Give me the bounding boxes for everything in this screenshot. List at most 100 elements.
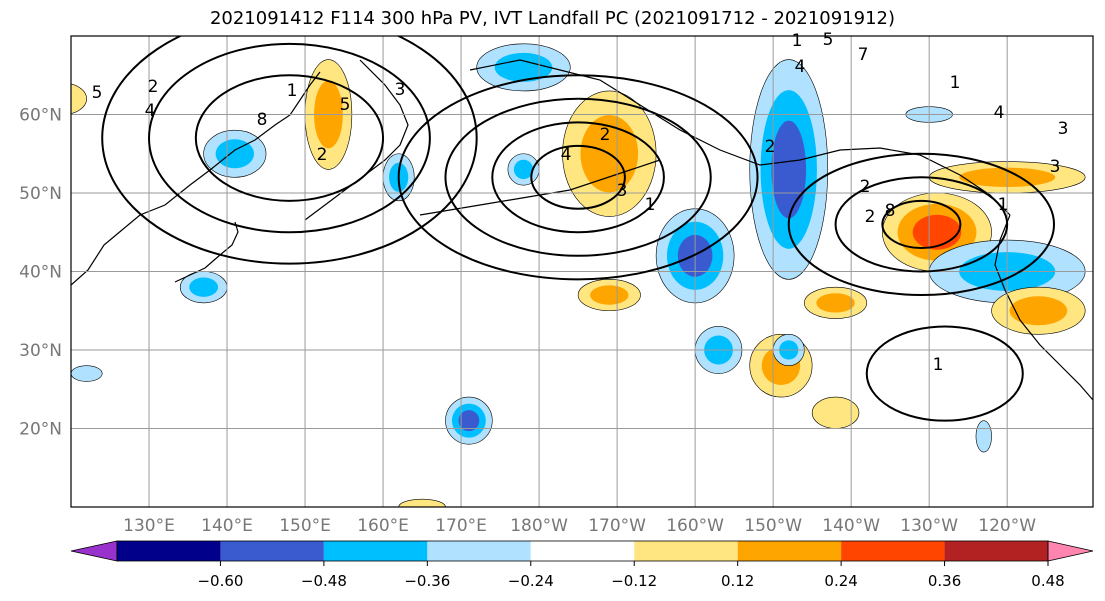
contour-label: 4: [145, 101, 156, 121]
latitude-tick-label: 20°N: [19, 420, 62, 440]
pv-shaded-region: [1009, 296, 1068, 326]
pv-contour-line: [787, 152, 1055, 297]
colorbar-segment: [117, 541, 221, 561]
colorbar-extend-low: [70, 540, 118, 562]
latitude-tick-label: 60°N: [19, 106, 62, 126]
map-frame: [70, 35, 1094, 508]
chart-title: 2021091412 F114 300 hPa PV, IVT Landfall…: [209, 8, 896, 29]
pv-contour-line: [444, 97, 712, 257]
colorbar-tick-label: −0.48: [301, 572, 347, 590]
pv-shaded-region: [771, 120, 807, 219]
coast-kamchatka: [304, 59, 409, 221]
pv-contour-layer: [101, 36, 1055, 422]
contour-label: 3: [1058, 119, 1069, 139]
contour-label: 8: [257, 110, 268, 130]
colorbar-tick-label: −0.60: [197, 572, 243, 590]
colorbar-frame: [116, 540, 1049, 562]
colorbar-segment: [737, 541, 842, 561]
pv-contour-line: [865, 325, 1024, 422]
latitude-tick-label: 50°N: [19, 184, 62, 204]
longitude-tick-label: 140°E: [201, 516, 253, 536]
longitude-labels: 130°E 140°E 150°E 160°E 170°E 180°W 170°W 160°W…: [123, 516, 1036, 536]
pv-shaded-region: [189, 277, 219, 297]
contour-label: 2: [865, 207, 876, 227]
pv-shaded-region: [912, 214, 962, 250]
contour-label: 4: [795, 57, 806, 77]
pv-contour-line: [881, 199, 962, 249]
colorbar-tick-label: 0.12: [721, 572, 754, 590]
contour-label: 5: [340, 95, 351, 115]
pv-shaded-region: [975, 420, 992, 453]
contour-label: 1: [792, 31, 803, 51]
longitude-tick-label: 130°W: [900, 516, 958, 536]
colorbar-tick-label: 0.48: [1031, 572, 1064, 590]
coast-north-america: [994, 214, 1093, 401]
colorbar-segment: [427, 541, 531, 561]
contour-label: 1: [950, 73, 961, 93]
longitude-tick-label: 160°E: [357, 516, 409, 536]
contour-label: 5: [823, 30, 834, 50]
longitude-tick-label: 160°W: [666, 516, 724, 536]
longitude-tick-label: 170°E: [435, 516, 487, 536]
contour-label: 3: [1050, 157, 1061, 177]
contour-label: 8: [885, 201, 896, 221]
contour-label: 1: [998, 195, 1009, 215]
pv-contour-line: [834, 176, 1009, 273]
longitude-tick-label: 140°W: [822, 516, 880, 536]
colorbar-extend-high: [1047, 540, 1094, 562]
contour-label: 4: [561, 145, 572, 165]
colorbar-tick-label: −0.36: [404, 572, 450, 590]
pv-shaded-region: [71, 365, 103, 382]
colorbar-tick-label: −0.24: [508, 572, 554, 590]
longitude-tick-label: 150°W: [744, 516, 802, 536]
contour-label: 5: [92, 83, 103, 103]
latitude-tick-label: 30°N: [19, 341, 62, 361]
contour-label: 2: [860, 177, 871, 197]
pv-contour-line: [194, 74, 385, 202]
colorbar-tick-label: −0.12: [611, 572, 657, 590]
pv-shaded-region: [458, 410, 480, 432]
contour-label: 7: [858, 45, 869, 65]
colorbar-segment: [530, 541, 635, 561]
longitude-tick-label: 180°W: [510, 516, 568, 536]
contour-label: 1: [933, 355, 944, 375]
latitude-labels: 60°N 50°N 40°N 30°N 20°N: [19, 106, 62, 440]
pv-shaded-region: [215, 139, 255, 169]
contour-label: 3: [395, 80, 406, 100]
pv-shaded-region: [811, 396, 860, 429]
contour-label: 3: [617, 181, 628, 201]
contour-label: 2: [600, 125, 611, 145]
pv-contour-line: [530, 144, 626, 210]
graticule: [71, 36, 1093, 507]
coastline-layer: [71, 59, 1093, 401]
pv-contour-line: [148, 42, 431, 234]
longitude-tick-label: 170°W: [588, 516, 646, 536]
longitude-tick-label: 120°W: [978, 516, 1036, 536]
contour-label: 2: [765, 137, 776, 157]
pv-shaded-region: [816, 293, 855, 313]
colorbar-segment: [220, 541, 324, 561]
contour-label: 2: [317, 145, 328, 165]
longitude-tick-label: 130°E: [123, 516, 175, 536]
colorbar: −0.60 −0.48 −0.36 −0.24 −0.12 0.12 0.24 0.36 0.4…: [70, 540, 1094, 590]
pv-shaded-region: [494, 52, 553, 82]
longitude-tick-label: 150°E: [279, 516, 331, 536]
contour-label: 4: [994, 103, 1005, 123]
colorbar-segment: [634, 541, 738, 561]
pv-contour-line: [491, 121, 665, 234]
colorbar-tick-label: 0.24: [824, 572, 857, 590]
pv-shaded-region: [513, 159, 534, 180]
pv-contour-line: [101, 36, 478, 265]
pv-shaded-region: [71, 83, 87, 114]
contour-label: 1: [287, 81, 298, 101]
contour-label: 1: [645, 195, 656, 215]
colorbar-segment: [323, 541, 428, 561]
contour-label: 2: [148, 77, 159, 97]
colorbar-tick-label: 0.36: [928, 572, 961, 590]
latitude-tick-label: 40°N: [19, 263, 62, 283]
colorbar-segment: [944, 541, 1048, 561]
pv-shaded-region: [590, 285, 629, 305]
colorbar-segment: [841, 541, 945, 561]
